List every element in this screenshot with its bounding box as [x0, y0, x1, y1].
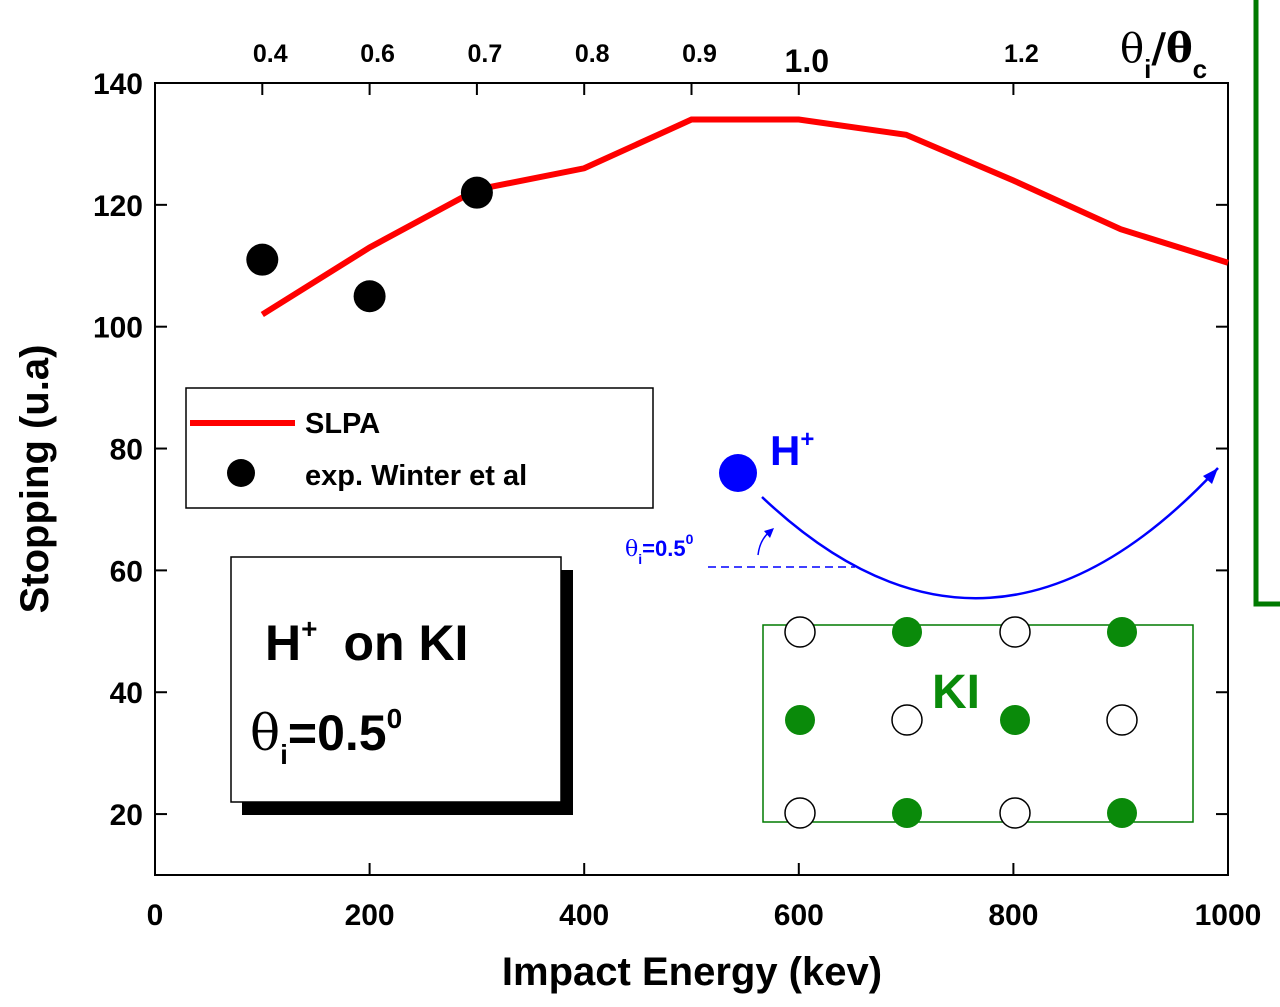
- atom: [1107, 798, 1137, 828]
- charge: +: [800, 426, 814, 453]
- symbol: /θ: [1151, 25, 1192, 72]
- superscript: 0: [387, 703, 403, 734]
- subscript: c: [1193, 54, 1207, 84]
- y-tick-label: 60: [110, 555, 143, 588]
- top-tick-label: 0.4: [253, 40, 288, 68]
- top-tick-label: 1.2: [1004, 40, 1039, 68]
- y-tick-label: 120: [93, 190, 143, 223]
- value: =0.5: [288, 705, 387, 761]
- crystal-label: KI: [932, 666, 980, 719]
- atom: [892, 798, 922, 828]
- angle-label: θi=0.50: [625, 531, 694, 567]
- subscript: i: [280, 739, 288, 770]
- legend-label: SLPA: [305, 408, 380, 440]
- atom: [1000, 798, 1030, 828]
- y-tick-label: 140: [93, 68, 143, 101]
- chart: Impact Energy (kev) Stopping (u.a) θi/θc…: [0, 0, 1280, 1007]
- ion: H: [265, 615, 301, 671]
- x-tick-label: 600: [774, 899, 824, 932]
- trajectory: [762, 468, 1218, 598]
- symbol: θ: [625, 537, 638, 562]
- top-tick-label: 1.0: [785, 43, 829, 79]
- data-point: [461, 177, 493, 209]
- y-tick-label: 100: [93, 312, 143, 345]
- x-tick-label: 800: [988, 899, 1038, 932]
- data-line: [262, 120, 1228, 315]
- symbol: θ: [1120, 26, 1144, 72]
- adjacent-panel: [1256, 0, 1280, 604]
- x-tick-label: 200: [345, 899, 395, 932]
- inset-angle: θi=0.50: [250, 703, 402, 770]
- atom: [1000, 617, 1030, 647]
- ion-dot: [719, 454, 757, 492]
- symbol: θ: [250, 704, 280, 762]
- atom: [892, 617, 922, 647]
- ion: H: [770, 427, 800, 474]
- data-point: [246, 244, 278, 276]
- atom: [785, 705, 815, 735]
- y-axis-label: Stopping (u.a): [13, 345, 57, 614]
- ion-label: H+: [770, 426, 814, 474]
- legend-label: exp. Winter et al: [305, 460, 527, 492]
- top-tick-label: 0.9: [682, 40, 717, 68]
- atom: [1107, 617, 1137, 647]
- x-tick-label: 0: [147, 899, 164, 932]
- superscript: 0: [686, 531, 694, 547]
- lattice: [785, 617, 1137, 828]
- data-point: [354, 280, 386, 312]
- atom: [1107, 705, 1137, 735]
- legend-marker: [227, 459, 255, 487]
- atom: [785, 617, 815, 647]
- y-tick-label: 40: [110, 677, 143, 710]
- atom: [892, 705, 922, 735]
- top-tick-label: 0.7: [468, 40, 503, 68]
- value: =0.5: [642, 536, 685, 561]
- subscript: i: [1144, 54, 1151, 84]
- top-tick-label: 0.8: [575, 40, 610, 68]
- y-tick-label: 20: [110, 799, 143, 832]
- charge: +: [301, 613, 317, 644]
- x-axis-label: Impact Energy (kev): [502, 950, 882, 994]
- atom: [785, 798, 815, 828]
- y-tick-label: 80: [110, 434, 143, 467]
- top-tick-label: 0.6: [360, 40, 395, 68]
- top-axis-label: θi/θc: [1120, 25, 1207, 84]
- x-tick-label: 400: [559, 899, 609, 932]
- target: on KI: [343, 615, 468, 671]
- atom: [1000, 705, 1030, 735]
- x-tick-label: 1000: [1195, 899, 1262, 932]
- inset-title: H+ on KI: [265, 613, 468, 671]
